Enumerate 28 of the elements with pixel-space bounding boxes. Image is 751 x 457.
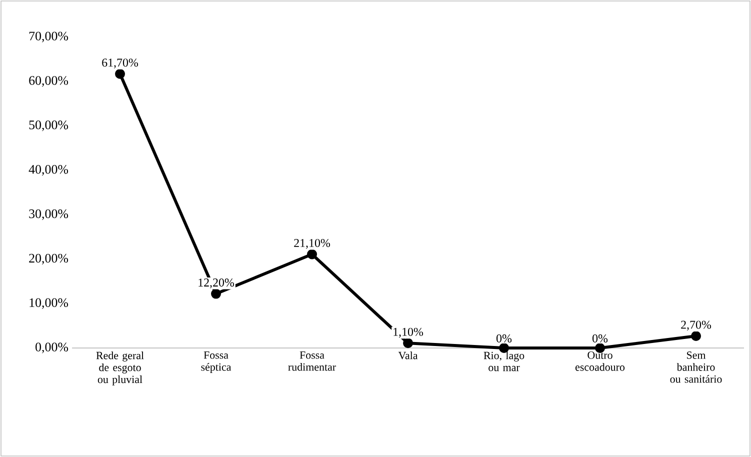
data-label: 1,10% (394, 328, 424, 338)
data-label: 0% (592, 334, 608, 342)
x-tick-label: Rede geral de esgoto ou pluvial (96, 352, 144, 386)
x-tick-label: Vala (398, 352, 418, 360)
x-tick-label: Fossa rudimentar (288, 352, 336, 371)
y-tick-label: 20,00% (29, 254, 68, 264)
y-tick-label: 0,00% (36, 342, 68, 354)
data-label: 0% (496, 334, 512, 342)
x-tick-label: Sem banheiro ou sanitário (670, 352, 722, 383)
y-tick-label: 40,00% (28, 164, 68, 176)
point (403, 338, 414, 348)
y-tick-label: 10,00% (30, 298, 68, 309)
data-label: 2,70% (681, 320, 712, 331)
data-label: 21,10% (294, 238, 330, 249)
point (499, 342, 510, 353)
x-tick-label: Rio, lago ou mar (484, 352, 524, 372)
point (115, 68, 126, 79)
point (307, 249, 318, 260)
data-label: 12,20% (198, 278, 234, 288)
point (691, 330, 702, 341)
y-tick-label: 30,00% (29, 209, 68, 220)
data-label: 61,70% (102, 58, 138, 68)
y-tick-label: 70,00% (29, 32, 68, 42)
y-tick-label: 50,00% (29, 120, 68, 132)
x-tick-label: Outro escoadouro (575, 352, 625, 371)
y-tick-label: 60,00% (29, 76, 68, 87)
point (211, 288, 222, 299)
x-tick-label: Fossa séptica (201, 352, 232, 373)
